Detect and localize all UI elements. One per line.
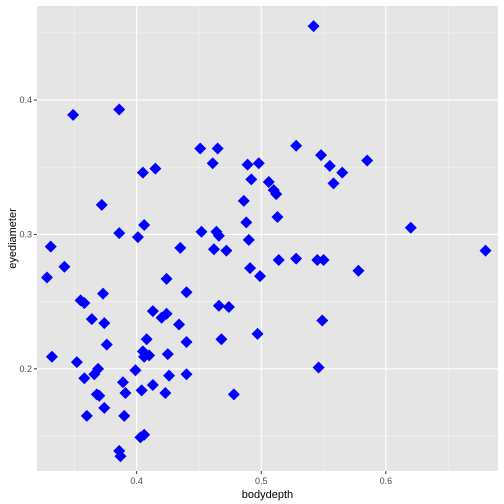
data-point bbox=[479, 244, 492, 257]
data-point bbox=[254, 270, 267, 283]
data-point bbox=[146, 305, 159, 318]
data-point bbox=[206, 157, 219, 170]
y-tick-label: 0.3 bbox=[19, 229, 32, 239]
data-point bbox=[194, 142, 207, 155]
data-point bbox=[352, 264, 365, 277]
x-axis-ticks: 0.4 0.5 0.6 bbox=[130, 471, 392, 486]
data-point bbox=[241, 158, 254, 171]
data-point bbox=[119, 387, 132, 400]
data-point bbox=[97, 287, 110, 300]
data-point bbox=[85, 313, 98, 326]
data-point bbox=[134, 431, 147, 444]
data-point bbox=[160, 272, 173, 285]
data-point bbox=[307, 20, 320, 33]
data-point bbox=[327, 177, 340, 190]
data-point bbox=[98, 317, 111, 330]
data-point bbox=[361, 154, 374, 167]
data-point bbox=[180, 335, 193, 348]
data-point bbox=[155, 311, 168, 324]
data-point bbox=[161, 348, 174, 361]
y-axis-ticks: 0.2 0.3 0.4 bbox=[19, 95, 37, 374]
data-point bbox=[227, 388, 240, 401]
data-point bbox=[58, 260, 71, 273]
data-point bbox=[140, 333, 153, 346]
data-point bbox=[146, 378, 159, 391]
data-point bbox=[252, 157, 265, 170]
data-point bbox=[336, 166, 349, 179]
data-point bbox=[290, 252, 303, 265]
x-axis-title: bodydepth bbox=[242, 489, 293, 501]
data-point bbox=[212, 229, 225, 242]
data-point bbox=[78, 372, 91, 385]
data-point bbox=[149, 162, 162, 175]
data-point bbox=[143, 349, 156, 362]
data-point bbox=[212, 299, 225, 312]
data-point bbox=[116, 376, 129, 389]
y-tick-label: 0.2 bbox=[19, 364, 32, 374]
data-point bbox=[404, 221, 417, 234]
data-point bbox=[113, 103, 126, 116]
data-point bbox=[88, 368, 101, 381]
data-point bbox=[315, 149, 328, 162]
data-point bbox=[237, 194, 250, 207]
data-point bbox=[316, 314, 329, 327]
data-point bbox=[80, 409, 93, 422]
data-point bbox=[118, 409, 131, 422]
x-tick-label: 0.6 bbox=[380, 476, 393, 486]
data-point bbox=[240, 216, 253, 229]
data-point bbox=[67, 108, 80, 121]
data-point bbox=[129, 364, 142, 377]
data-point bbox=[290, 139, 303, 152]
data-point bbox=[98, 401, 111, 414]
data-point bbox=[245, 173, 258, 186]
data-point bbox=[136, 166, 149, 179]
y-tick-label: 0.4 bbox=[19, 95, 32, 105]
data-point bbox=[40, 271, 53, 284]
data-point bbox=[220, 244, 233, 257]
data-point bbox=[271, 210, 284, 223]
data-point bbox=[44, 240, 57, 253]
data-point bbox=[262, 176, 275, 189]
data-point bbox=[95, 198, 108, 211]
data-point bbox=[242, 233, 255, 246]
data-point bbox=[270, 188, 283, 201]
panel-background bbox=[37, 6, 498, 471]
data-point bbox=[180, 368, 193, 381]
data-point bbox=[163, 369, 176, 382]
data-point bbox=[180, 286, 193, 299]
data-point bbox=[114, 450, 127, 463]
data-point bbox=[272, 254, 285, 267]
data-point bbox=[207, 243, 220, 256]
data-point bbox=[78, 297, 91, 310]
data-point bbox=[70, 356, 83, 369]
data-point bbox=[173, 318, 186, 331]
x-tick-label: 0.5 bbox=[255, 476, 268, 486]
data-point bbox=[244, 262, 257, 275]
data-point bbox=[131, 231, 144, 244]
data-point bbox=[211, 142, 224, 155]
data-point bbox=[222, 301, 235, 314]
data-point bbox=[90, 388, 103, 401]
data-point bbox=[138, 219, 151, 232]
x-tick-label: 0.4 bbox=[130, 476, 143, 486]
y-axis-title: eyediameter bbox=[7, 208, 19, 269]
data-point bbox=[323, 159, 336, 172]
minor-gridlines bbox=[37, 6, 498, 471]
data-point bbox=[215, 333, 228, 346]
data-point bbox=[159, 387, 172, 400]
data-point bbox=[251, 327, 264, 340]
data-point bbox=[113, 227, 126, 240]
data-point bbox=[174, 241, 187, 254]
data-point bbox=[100, 338, 113, 351]
data-point bbox=[45, 350, 58, 363]
data-point bbox=[195, 225, 208, 238]
data-point bbox=[312, 361, 325, 374]
data-point bbox=[135, 384, 148, 397]
data-point bbox=[311, 254, 324, 267]
data-point bbox=[317, 254, 330, 267]
data-points bbox=[40, 20, 492, 463]
